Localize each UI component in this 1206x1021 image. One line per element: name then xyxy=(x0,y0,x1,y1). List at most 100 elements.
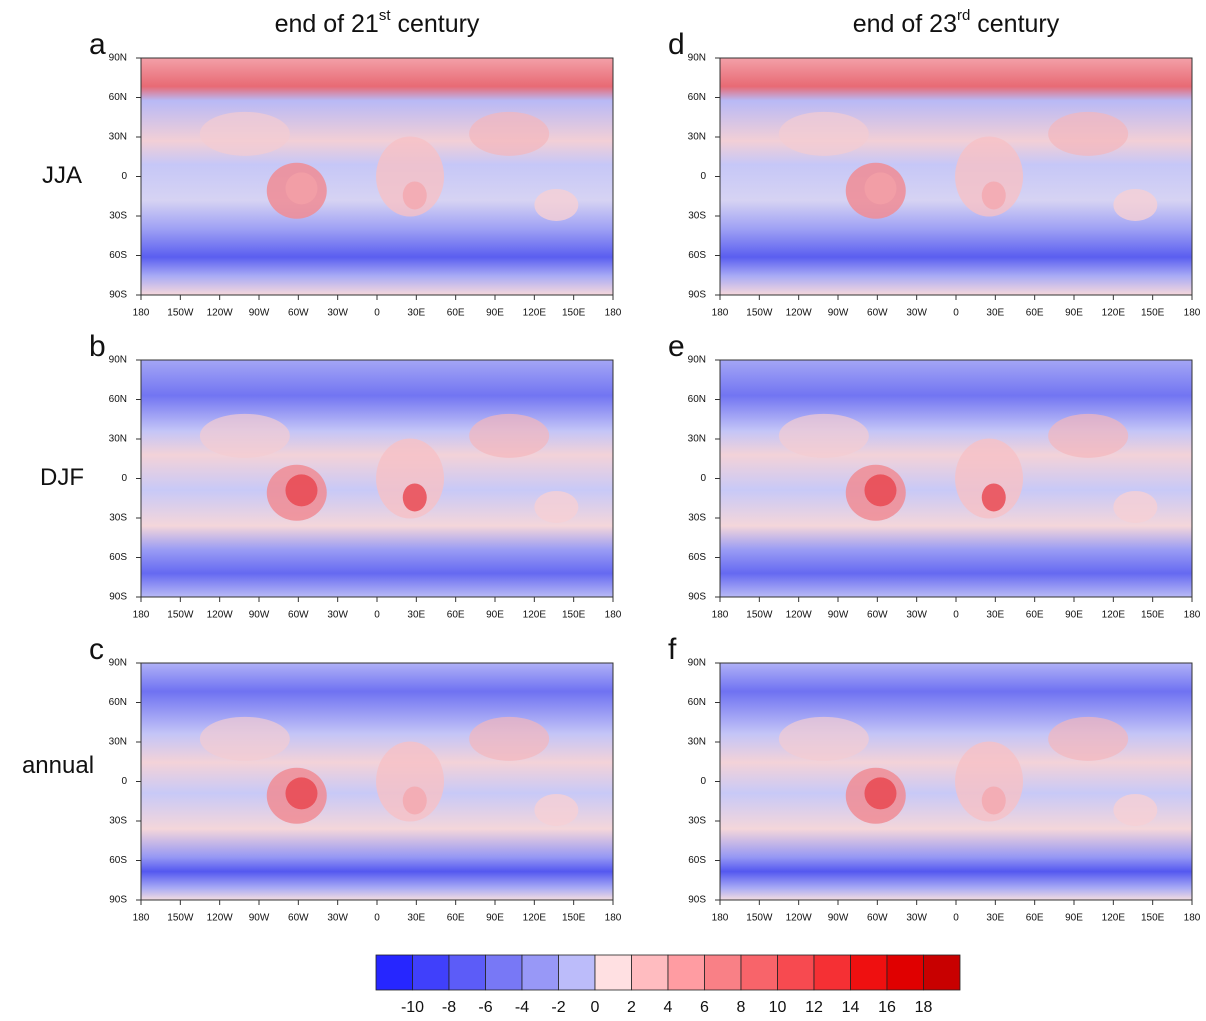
lon-tick-label: 90W xyxy=(828,610,849,621)
lon-tick-label: 120W xyxy=(786,308,813,319)
colorbar-swatch xyxy=(886,954,924,991)
map-panel xyxy=(140,57,614,296)
lon-tick-label: 90W xyxy=(249,308,270,319)
colorbar-label: -10 xyxy=(401,999,424,1016)
anomaly-region xyxy=(864,172,897,205)
colorbar-label: 8 xyxy=(737,999,746,1016)
colorbar-label: 16 xyxy=(878,999,896,1016)
colorbar-swatch xyxy=(850,954,888,991)
lon-tick-label: 120E xyxy=(1102,308,1126,319)
anomaly-region xyxy=(864,777,897,810)
lat-tick-label: 90N xyxy=(688,658,706,669)
anomaly-region xyxy=(981,483,1006,512)
lon-tick-label: 60E xyxy=(447,913,465,924)
lat-tick-label: 0 xyxy=(700,473,706,484)
lon-tick-label: 30E xyxy=(407,610,425,621)
colorbar-label: -6 xyxy=(478,999,492,1016)
row-label: DJF xyxy=(40,464,84,491)
lat-tick-label: 30S xyxy=(109,816,127,827)
lon-tick-label: 30E xyxy=(986,308,1004,319)
lon-tick-label: 0 xyxy=(374,308,380,319)
title-part: end of 21 xyxy=(275,10,379,38)
colorbar-swatch xyxy=(558,954,596,991)
lon-tick-label: 150W xyxy=(167,308,194,319)
lat-tick-label: 90S xyxy=(109,592,127,603)
lon-tick-label: 60E xyxy=(1026,913,1044,924)
lat-tick-label: 60S xyxy=(688,855,706,866)
colorbar-label: 4 xyxy=(664,999,673,1016)
lon-tick-label: 180 xyxy=(712,913,729,924)
lon-tick-label: 120E xyxy=(1102,913,1126,924)
colorbar-swatch xyxy=(777,954,815,991)
anomaly-region xyxy=(285,777,318,810)
anomaly-region xyxy=(778,716,869,761)
lat-tick-label: 30N xyxy=(688,434,706,445)
lat-tick-label: 30S xyxy=(109,513,127,524)
lat-tick-label: 60N xyxy=(688,394,706,405)
anomaly-region xyxy=(1113,188,1158,221)
lat-tick-label: 90S xyxy=(109,895,127,906)
lon-tick-label: 60E xyxy=(1026,308,1044,319)
anomaly-region xyxy=(376,136,445,217)
lat-tick-label: 30S xyxy=(688,816,706,827)
lon-tick-label: 30E xyxy=(407,308,425,319)
panel-letter: a xyxy=(89,28,106,61)
lon-tick-label: 30W xyxy=(327,610,348,621)
anomaly-region xyxy=(469,413,550,458)
lon-tick-label: 180 xyxy=(1184,913,1201,924)
lon-tick-label: 30E xyxy=(986,913,1004,924)
anomaly-region xyxy=(981,786,1006,815)
superscript: st xyxy=(379,7,392,24)
anomaly-region xyxy=(469,111,550,156)
colorbar-label: -2 xyxy=(551,999,565,1016)
lon-tick-label: 0 xyxy=(374,610,380,621)
anomaly-region xyxy=(199,716,290,761)
colorbar-swatch xyxy=(667,954,705,991)
lon-tick-label: 60W xyxy=(867,308,888,319)
lon-tick-label: 90W xyxy=(828,913,849,924)
colorbar-label: 0 xyxy=(591,999,600,1016)
anomaly-region xyxy=(955,136,1024,217)
colorbar-swatch xyxy=(594,954,632,991)
panel-letter: c xyxy=(89,633,104,666)
lon-tick-label: 90W xyxy=(828,308,849,319)
panel-letter: d xyxy=(668,28,685,61)
lat-tick-label: 90S xyxy=(688,592,706,603)
lon-tick-label: 180 xyxy=(1184,610,1201,621)
lon-tick-label: 150W xyxy=(746,308,773,319)
lon-tick-label: 0 xyxy=(953,610,959,621)
lat-tick-label: 90S xyxy=(688,895,706,906)
lat-tick-label: 30S xyxy=(688,211,706,222)
lon-tick-label: 150E xyxy=(1141,610,1165,621)
panel-letter: f xyxy=(668,633,677,666)
colorbar-label: -8 xyxy=(442,999,456,1016)
lon-tick-label: 150W xyxy=(746,913,773,924)
anomaly-region xyxy=(1048,413,1129,458)
colorbar-swatch xyxy=(412,954,450,991)
lat-tick-label: 90N xyxy=(109,355,127,366)
lat-tick-label: 60S xyxy=(109,855,127,866)
lon-tick-label: 120E xyxy=(523,308,547,319)
colorbar-swatch xyxy=(740,954,778,991)
lon-tick-label: 60W xyxy=(288,913,309,924)
lon-tick-label: 180 xyxy=(712,610,729,621)
lon-tick-label: 120W xyxy=(207,913,234,924)
column-title: end of 23rd century xyxy=(853,7,1060,37)
lon-tick-label: 120W xyxy=(207,308,234,319)
anomaly-region xyxy=(955,438,1024,519)
lon-tick-label: 60W xyxy=(288,308,309,319)
lon-tick-label: 90E xyxy=(486,610,504,621)
anomaly-region xyxy=(778,111,869,156)
colorbar-swatch xyxy=(813,954,851,991)
lon-tick-label: 90E xyxy=(1065,610,1083,621)
lon-tick-label: 180 xyxy=(133,913,150,924)
lon-tick-label: 90W xyxy=(249,610,270,621)
lat-tick-label: 30N xyxy=(109,737,127,748)
lon-tick-label: 150E xyxy=(562,913,586,924)
anomaly-region xyxy=(1048,716,1129,761)
lon-tick-label: 30W xyxy=(906,913,927,924)
lon-tick-label: 90E xyxy=(1065,913,1083,924)
lon-tick-label: 120E xyxy=(523,913,547,924)
anomaly-region xyxy=(1113,793,1158,826)
